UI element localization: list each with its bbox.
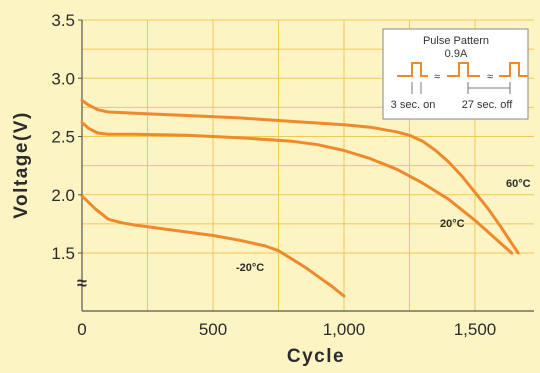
y-tick-label: 2.5 bbox=[51, 128, 75, 147]
inset-on-label: 3 sec. on bbox=[391, 99, 436, 111]
inset-current: 0.9A bbox=[445, 48, 468, 60]
axes bbox=[81, 20, 534, 312]
x-tick-label: 1,500 bbox=[454, 320, 497, 339]
inset-break-left: ≈ bbox=[434, 71, 440, 83]
x-tick-label: 0 bbox=[77, 320, 86, 339]
grid bbox=[82, 19, 534, 311]
pulse-waveform-middle bbox=[447, 62, 480, 77]
y-tick-label: 1.5 bbox=[51, 244, 75, 263]
pulse-waveform-right bbox=[499, 62, 528, 77]
pulse-waveform-left bbox=[397, 62, 428, 77]
inset-title: Pulse Pattern bbox=[423, 35, 489, 47]
x-axis-title: Cycle bbox=[287, 346, 345, 367]
y-axis-title: Voltage(V) bbox=[11, 111, 32, 219]
pulse-pattern-inset: Pulse Pattern 0.9A ≈ ≈ 3 sec. on 27 sec.… bbox=[382, 28, 529, 120]
inset-break-right: ≈ bbox=[487, 71, 493, 83]
series-line-minus20c bbox=[80, 194, 346, 298]
series-label-minus20c: -20°C bbox=[236, 262, 264, 274]
inset-off-label: 27 sec. off bbox=[462, 99, 513, 111]
y-axis-break-symbol: ≈ bbox=[77, 273, 87, 293]
y-tick-label: 3.5 bbox=[51, 11, 75, 30]
series-label-20c: 20°C bbox=[440, 218, 465, 230]
y-tick-label: 2.0 bbox=[51, 186, 75, 205]
inset-frame bbox=[382, 28, 529, 120]
series bbox=[80, 98, 520, 298]
series-label-60c: 60°C bbox=[506, 178, 531, 190]
x-tick-label: 1,000 bbox=[323, 320, 366, 339]
series-line-60c bbox=[80, 98, 520, 255]
series-line-20c bbox=[80, 121, 514, 255]
tick-labels: 0 500 1,000 1,500 1.5 2.0 2.5 3.0 3.5 bbox=[51, 11, 496, 339]
x-tick-label: 500 bbox=[199, 320, 227, 339]
y-tick-label: 3.0 bbox=[51, 69, 75, 88]
